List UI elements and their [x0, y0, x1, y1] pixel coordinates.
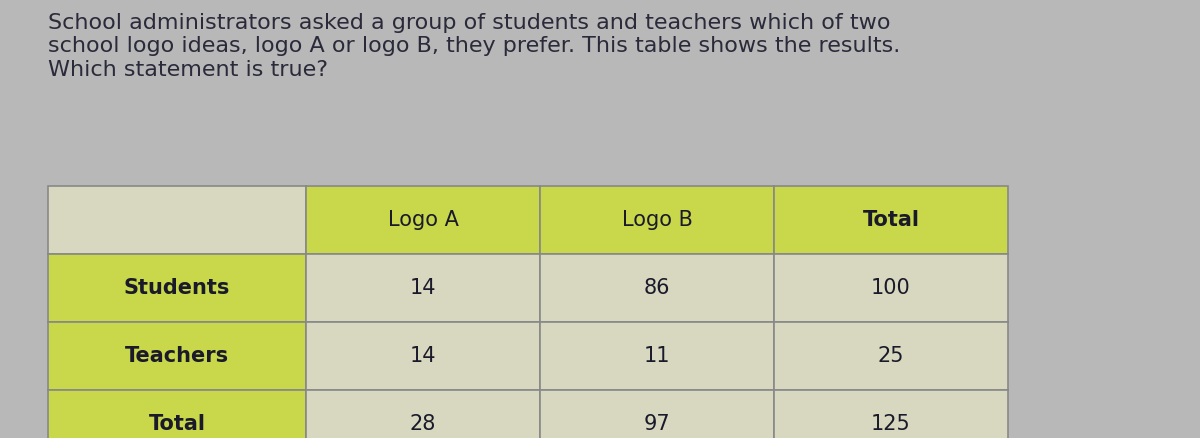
- Bar: [306, 390, 540, 438]
- Text: 86: 86: [643, 278, 671, 298]
- Text: 14: 14: [409, 346, 437, 366]
- Bar: [306, 254, 540, 322]
- Text: 25: 25: [877, 346, 905, 366]
- Text: Total: Total: [863, 210, 919, 230]
- Bar: [774, 254, 1008, 322]
- Text: 11: 11: [643, 346, 671, 366]
- Bar: [306, 186, 540, 254]
- Bar: [540, 390, 774, 438]
- Bar: [774, 322, 1008, 390]
- Text: 14: 14: [409, 278, 437, 298]
- Bar: [540, 322, 774, 390]
- Bar: [48, 390, 306, 438]
- Text: School administrators asked a group of students and teachers which of two
school: School administrators asked a group of s…: [48, 13, 900, 80]
- Text: Total: Total: [149, 414, 205, 434]
- Text: Teachers: Teachers: [125, 346, 229, 366]
- Text: 100: 100: [871, 278, 911, 298]
- Bar: [540, 186, 774, 254]
- Text: Logo B: Logo B: [622, 210, 692, 230]
- Bar: [306, 322, 540, 390]
- Bar: [48, 254, 306, 322]
- Text: Logo A: Logo A: [388, 210, 458, 230]
- Bar: [774, 186, 1008, 254]
- Text: 125: 125: [871, 414, 911, 434]
- Bar: [48, 322, 306, 390]
- Text: 28: 28: [410, 414, 436, 434]
- Bar: [774, 390, 1008, 438]
- Bar: [48, 186, 306, 254]
- Bar: [540, 254, 774, 322]
- Text: Students: Students: [124, 278, 230, 298]
- Text: 97: 97: [643, 414, 671, 434]
